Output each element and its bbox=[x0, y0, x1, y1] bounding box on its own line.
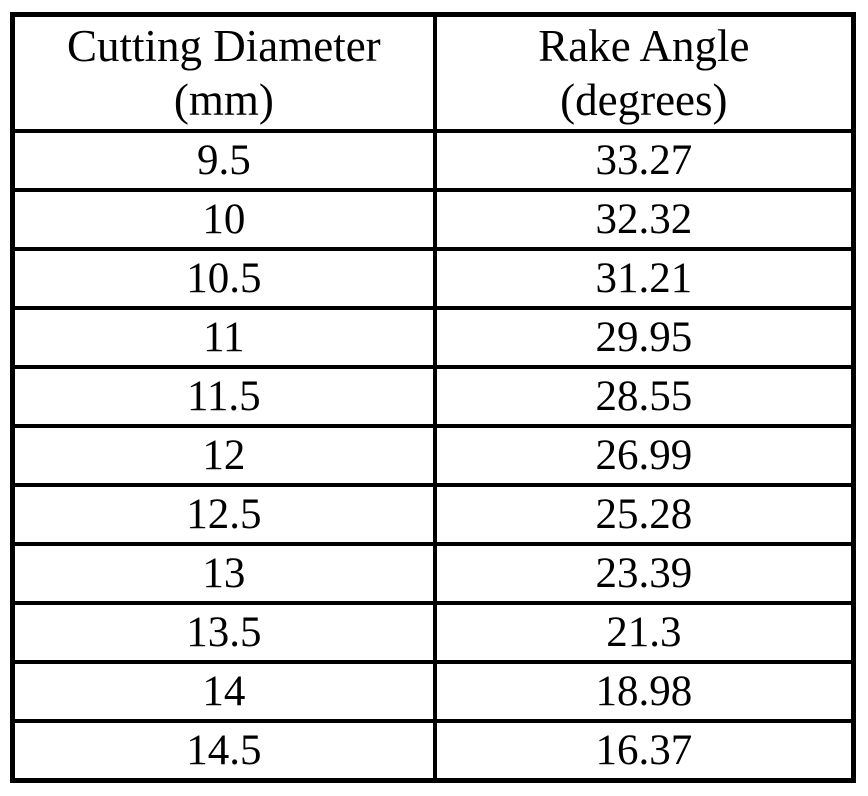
rake-angle-cell: 25.28 bbox=[432, 483, 856, 546]
cutting-diameter-cell: 13.5 bbox=[10, 601, 437, 664]
cutting-diameter-cell: 9.5 bbox=[10, 129, 437, 192]
table-row: 13.5 21.3 bbox=[10, 601, 856, 664]
header-row: Cutting Diameter (mm) Rake Angle (degree… bbox=[10, 12, 856, 133]
table-row: 9.5 33.27 bbox=[10, 129, 856, 192]
rake-angle-cell: 28.55 bbox=[432, 365, 856, 428]
table-body: 9.5 33.27 10 32.32 10.5 31.21 11 29.95 1… bbox=[10, 129, 856, 783]
table-row: 11.5 28.55 bbox=[10, 365, 856, 428]
cutting-diameter-cell: 10.5 bbox=[10, 247, 437, 310]
rake-angle-cell: 31.21 bbox=[432, 247, 856, 310]
cutting-diameter-cell: 12.5 bbox=[10, 483, 437, 546]
rake-angle-cell: 18.98 bbox=[432, 660, 856, 723]
table-row: 10.5 31.21 bbox=[10, 247, 856, 310]
rake-angle-cell: 33.27 bbox=[432, 129, 856, 192]
cutting-diameter-cell: 10 bbox=[10, 188, 437, 251]
rake-angle-cell: 29.95 bbox=[432, 306, 856, 369]
cutting-diameter-cell: 13 bbox=[10, 542, 437, 605]
rake-angle-cell: 21.3 bbox=[432, 601, 856, 664]
table-row: 11 29.95 bbox=[10, 306, 856, 369]
header-rake-angle-unit: (degrees) bbox=[560, 75, 728, 125]
cutting-diameter-cell: 11.5 bbox=[10, 365, 437, 428]
rake-angle-cell: 23.39 bbox=[432, 542, 856, 605]
cutting-diameter-cell: 11 bbox=[10, 306, 437, 369]
rake-angle-cell: 32.32 bbox=[432, 188, 856, 251]
header-cutting-diameter-title: Cutting Diameter bbox=[66, 21, 381, 71]
rake-angle-cell: 26.99 bbox=[432, 424, 856, 487]
header-rake-angle: Rake Angle (degrees) bbox=[432, 12, 856, 133]
header-cutting-diameter: Cutting Diameter (mm) bbox=[10, 12, 437, 133]
table-row: 14 18.98 bbox=[10, 660, 856, 723]
cutting-diameter-rake-angle-table: Cutting Diameter (mm) Rake Angle (degree… bbox=[10, 12, 856, 783]
header-rake-angle-title: Rake Angle bbox=[538, 21, 750, 71]
table-row: 12.5 25.28 bbox=[10, 483, 856, 546]
table-row: 14.5 16.37 bbox=[10, 719, 856, 783]
cutting-diameter-cell: 14 bbox=[10, 660, 437, 723]
cutting-diameter-cell: 14.5 bbox=[10, 719, 437, 783]
table-header: Cutting Diameter (mm) Rake Angle (degree… bbox=[10, 12, 856, 133]
table-row: 10 32.32 bbox=[10, 188, 856, 251]
cutting-diameter-cell: 12 bbox=[10, 424, 437, 487]
table-row: 13 23.39 bbox=[10, 542, 856, 605]
header-cutting-diameter-unit: (mm) bbox=[173, 75, 274, 125]
rake-angle-cell: 16.37 bbox=[432, 719, 856, 783]
table-row: 12 26.99 bbox=[10, 424, 856, 487]
